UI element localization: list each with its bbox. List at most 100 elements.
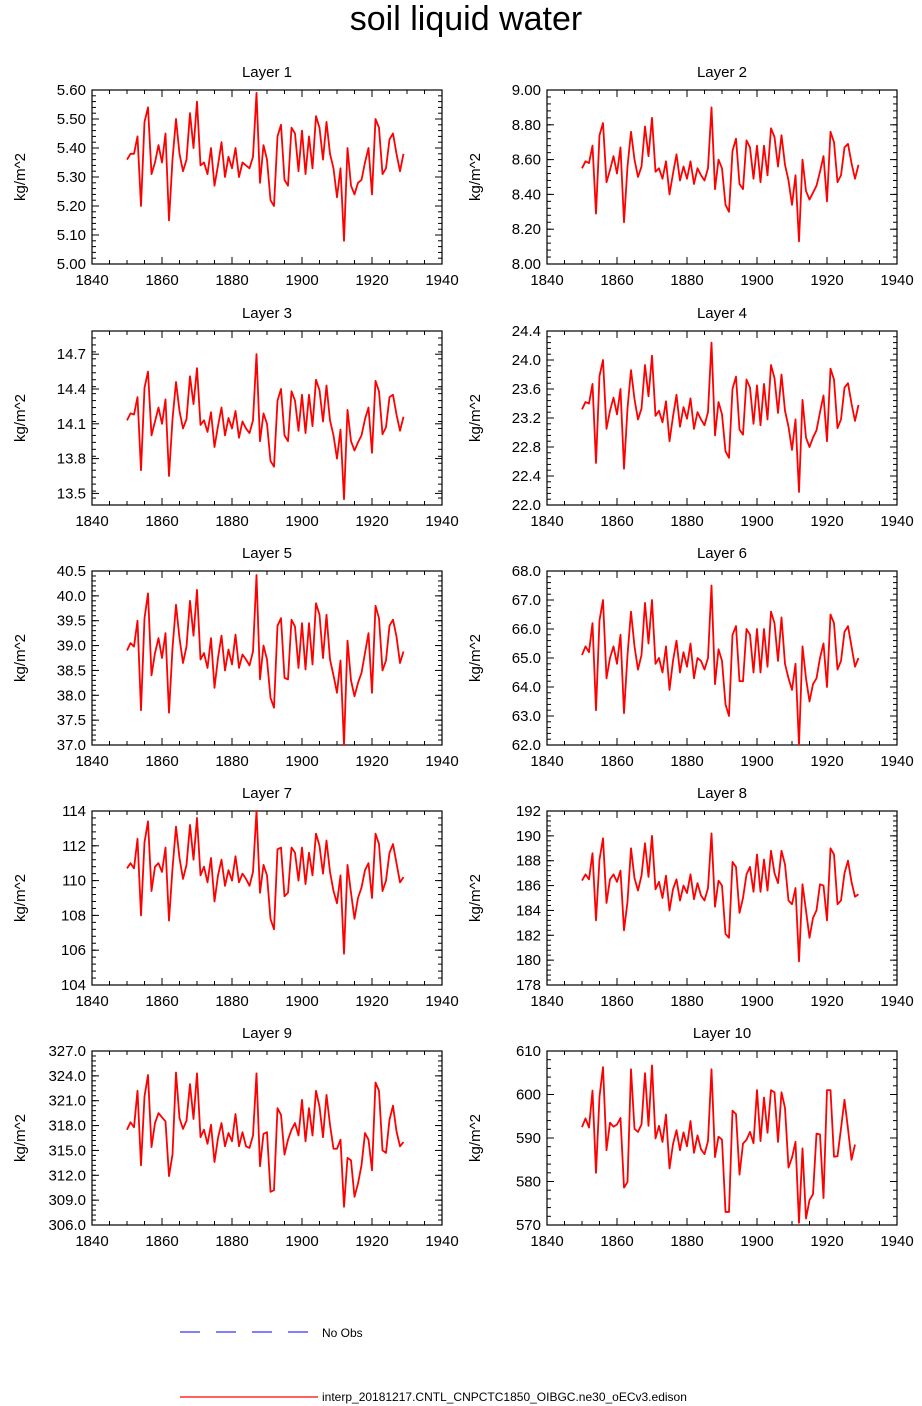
x-tick-label: 1840 [75, 272, 108, 289]
x-tick-label: 1880 [215, 272, 248, 289]
x-tick-label: 1880 [215, 513, 248, 530]
series-line [126, 92, 405, 242]
x-tick-label: 1940 [880, 513, 913, 530]
y-tick-label: 190 [516, 828, 541, 845]
y-tick-label: 38.5 [57, 662, 86, 679]
series-line [581, 584, 860, 746]
legend-label-model-run: interp_20181217.CNTL_CNPCTC1850_OIBGC.ne… [322, 1390, 687, 1404]
y-tick-label: 67.0 [512, 592, 541, 609]
y-tick-label: 22.0 [512, 497, 541, 514]
x-tick-label: 1900 [285, 753, 318, 770]
y-tick-label: 610 [516, 1043, 541, 1060]
panel-layer-2: Layer 2 kg/m^2 1840 1860 1880 1900 1920 1940 8.0… [467, 64, 914, 289]
x-tick-label: 1920 [810, 272, 843, 289]
x-tick-label: 1900 [285, 1233, 318, 1250]
y-tick-label: 104 [61, 977, 86, 994]
x-tick-label: 1920 [810, 753, 843, 770]
y-tick-label: 63.0 [512, 708, 541, 725]
y-tick-label: 108 [61, 907, 86, 924]
y-axis-label: kg/m^2 [12, 874, 29, 922]
x-tick-label: 1940 [880, 272, 913, 289]
y-axis-label: kg/m^2 [467, 1114, 484, 1162]
y-axis-label: kg/m^2 [467, 394, 484, 442]
y-tick-label: 14.1 [57, 416, 86, 433]
x-tick-label: 1840 [530, 993, 563, 1010]
y-tick-label: 5.00 [57, 256, 86, 273]
y-tick-label: 40.5 [57, 563, 86, 580]
series-line [581, 832, 860, 963]
x-tick-label: 1880 [670, 513, 703, 530]
y-tick-label: 600 [516, 1087, 541, 1104]
x-tick-label: 1940 [425, 993, 458, 1010]
y-tick-label: 321.0 [48, 1093, 86, 1110]
series-line [581, 1064, 856, 1224]
y-tick-label: 309.0 [48, 1192, 86, 1209]
panel-title: Layer 5 [242, 545, 292, 562]
x-tick-label: 1880 [215, 1233, 248, 1250]
x-tick-label: 1900 [740, 272, 773, 289]
y-tick-label: 68.0 [512, 563, 541, 580]
y-tick-label: 112 [62, 838, 86, 855]
series-line [126, 1071, 405, 1208]
y-tick-label: 114 [62, 803, 86, 820]
y-tick-label: 23.2 [512, 410, 541, 427]
panel-layer-8: Layer 8 kg/m^2 1840 1860 1880 1900 1920 1940 178… [467, 785, 914, 1010]
y-tick-label: 110 [62, 873, 86, 890]
x-tick-label: 1900 [285, 272, 318, 289]
x-tick-label: 1880 [670, 272, 703, 289]
y-tick-label: 178 [516, 977, 541, 994]
y-tick-label: 192 [516, 803, 541, 820]
series-line [581, 106, 860, 243]
x-tick-label: 1860 [145, 272, 178, 289]
y-tick-label: 318.0 [48, 1118, 86, 1135]
y-tick-label: 14.7 [57, 346, 86, 363]
panel-layer-10: Layer 10 kg/m^2 1840 1860 1880 1900 1920 1940 57… [467, 1025, 914, 1250]
y-axis-label: kg/m^2 [467, 634, 484, 682]
x-tick-label: 1880 [670, 1233, 703, 1250]
x-tick-label: 1880 [215, 753, 248, 770]
y-tick-label: 5.40 [57, 140, 86, 157]
y-axis-label: kg/m^2 [467, 874, 484, 922]
y-tick-label: 5.30 [57, 169, 86, 186]
panel-title: Layer 9 [242, 1025, 292, 1042]
x-tick-label: 1860 [600, 513, 633, 530]
y-tick-label: 327.0 [48, 1043, 86, 1060]
x-tick-label: 1900 [740, 753, 773, 770]
panel-layer-7: Layer 7 kg/m^2 1840 1860 1880 1900 1920 1940 104… [12, 785, 459, 1010]
y-tick-label: 38.0 [57, 687, 86, 704]
y-tick-label: 24.0 [512, 352, 541, 369]
y-tick-label: 8.80 [512, 117, 541, 134]
y-tick-label: 13.5 [57, 485, 86, 502]
y-tick-label: 5.10 [57, 227, 86, 244]
panel-title: Layer 10 [693, 1025, 751, 1042]
x-tick-label: 1940 [880, 993, 913, 1010]
y-tick-label: 184 [516, 902, 541, 919]
y-axis-label: kg/m^2 [12, 634, 29, 682]
x-tick-label: 1940 [880, 753, 913, 770]
x-tick-label: 1840 [530, 753, 563, 770]
x-tick-label: 1860 [600, 993, 633, 1010]
panel-layer-9: Layer 9 kg/m^2 1840 1860 1880 1900 1920 1940 306… [12, 1025, 459, 1250]
y-tick-label: 22.8 [512, 439, 541, 456]
y-tick-label: 570 [516, 1217, 541, 1234]
y-tick-label: 22.4 [512, 468, 541, 485]
x-tick-label: 1860 [600, 1233, 633, 1250]
y-tick-label: 106 [61, 942, 86, 959]
plot-frame [91, 330, 443, 506]
x-tick-label: 1900 [740, 513, 773, 530]
x-tick-label: 1900 [285, 513, 318, 530]
y-tick-label: 66.0 [512, 621, 541, 638]
x-tick-label: 1840 [530, 513, 563, 530]
y-tick-label: 580 [516, 1174, 541, 1191]
y-tick-label: 39.0 [57, 638, 86, 655]
x-tick-label: 1880 [215, 993, 248, 1010]
y-tick-label: 14.4 [57, 381, 86, 398]
y-tick-label: 39.5 [57, 613, 86, 630]
y-tick-label: 24.4 [512, 323, 541, 340]
legend-item-model-run: interp_20181217.CNTL_CNPCTC1850_OIBGC.ne… [180, 1390, 687, 1404]
x-tick-label: 1920 [355, 513, 388, 530]
x-tick-label: 1900 [285, 993, 318, 1010]
legend-item-no-obs: No Obs [180, 1326, 363, 1340]
x-tick-label: 1840 [75, 513, 108, 530]
